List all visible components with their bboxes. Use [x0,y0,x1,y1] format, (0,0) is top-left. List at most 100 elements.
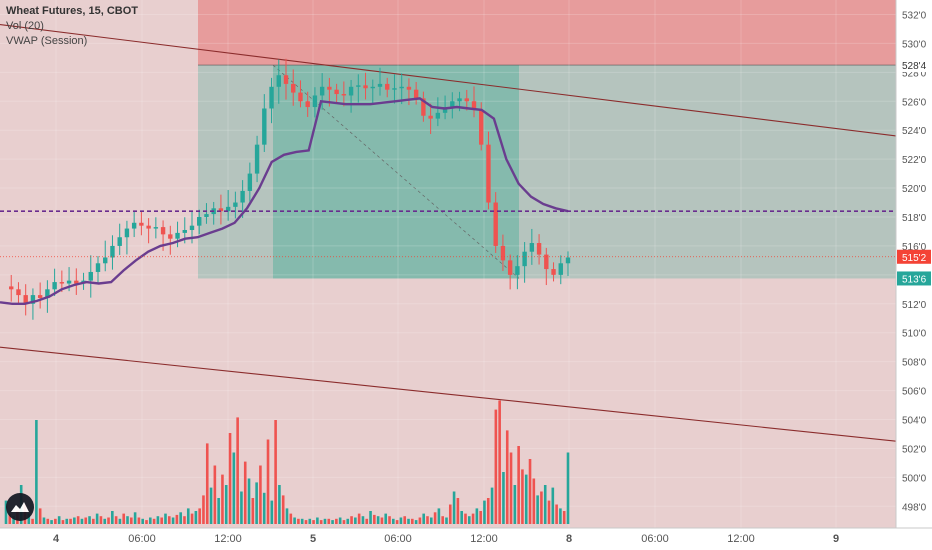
candle [30,288,36,320]
x-tick-label: 06:00 [384,533,412,545]
candle-body [348,86,354,96]
volume-bar [335,518,338,524]
candle-body [363,85,368,89]
candle-body [522,251,527,267]
candle [74,268,79,295]
candle-body [529,243,535,252]
volume-bar [247,478,251,524]
candle-body [291,83,296,93]
y-tick-label: 502'0 [902,444,927,455]
candle [9,274,14,302]
legend-vwap: VWAP (Session) [6,35,88,47]
candle-body [334,89,339,95]
candle [110,235,115,270]
price-label-bg [897,271,931,286]
candle-body [399,86,404,89]
candle [254,135,260,183]
volume-bar [38,508,42,524]
volume-bar [490,487,494,524]
volume-bar [103,518,107,524]
candle-body [233,202,238,207]
volume-bar [308,518,312,524]
candle [392,74,397,104]
candle [117,223,122,255]
volume-bar [502,472,505,524]
volume-bar [84,517,88,524]
price-label: 513'6 [902,274,927,285]
candle-body [95,263,101,272]
candle-body [450,101,455,108]
candle [428,103,433,135]
chart-legend: Wheat Futures, 15, CBOT Vol (20) VWAP (S… [6,4,138,49]
volume-bar [373,514,376,524]
volume-bar [194,511,198,524]
candle-body [197,216,202,226]
x-tick-label: 06:00 [641,533,669,545]
volume-bar [316,517,319,524]
candle [435,97,441,127]
y-tick-label: 518'0 [902,213,927,224]
candle-body [377,83,383,87]
volume-bar [540,491,543,524]
candle [291,69,296,106]
volume-bar [232,452,236,524]
candle-body [283,75,289,84]
vwap-line [0,97,569,305]
candle-body [385,83,390,90]
volume-bar [35,420,38,524]
candle [276,59,281,104]
volume-bar [255,482,258,524]
price-label-bg [897,58,931,73]
volume-bar [543,485,547,524]
volume-bar [73,517,76,524]
legend-volume: Vol (20) [6,20,44,32]
volume-bar [126,516,129,524]
candle [175,221,180,248]
volume-bar [422,513,426,524]
volume-bar [76,516,80,524]
candle-body [124,228,130,238]
candle-body [117,237,122,246]
candle [544,247,549,286]
candle-body [37,295,43,298]
volume-bar [414,520,418,524]
y-tick-label: 498'0 [902,502,927,513]
candle-body [168,234,173,239]
volume-bar [467,516,471,524]
candle [146,218,151,244]
candle [319,73,325,110]
candle-body [131,222,137,229]
candle-body [319,86,325,96]
volume-bar [50,520,53,524]
volume-bar [65,518,69,524]
volume-bar [395,520,399,524]
volume-bar [240,491,243,524]
volume-bar [407,518,410,524]
volume-bar [521,469,524,524]
candle [507,254,513,290]
volume-bar [403,516,407,524]
candle [52,268,57,296]
candle-body [479,109,484,145]
stop-loss-zone [198,0,896,66]
y-tick-label: 512'0 [902,300,927,311]
volume-bar [429,517,433,524]
tradingview-logo-icon[interactable] [6,493,34,521]
candle [153,217,159,239]
candle [363,72,368,100]
candle [486,131,491,210]
candle-body [305,101,310,108]
candle-body [435,112,441,119]
volume-bar [319,520,323,524]
price-label: 515'2 [902,253,927,264]
candle [399,73,404,105]
candle [413,81,419,105]
candle [269,77,274,124]
volume-bar [456,498,460,524]
volume-bar [278,485,281,524]
candle-body [544,254,549,270]
x-tick-label: 9 [833,533,839,545]
candle [421,91,426,122]
